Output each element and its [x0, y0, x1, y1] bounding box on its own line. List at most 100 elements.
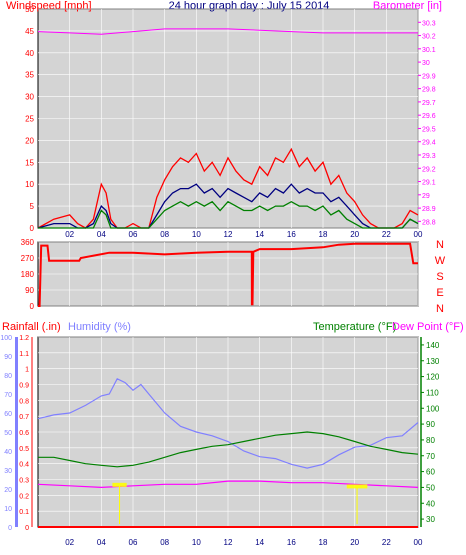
climate-x-tick-label: 02	[65, 538, 74, 547]
rainfall-y-tick-label: 1.2	[19, 335, 29, 342]
temperature-y-tick-label: 140	[426, 341, 440, 350]
direction-y-tick-label: 90	[25, 286, 34, 295]
rainfall-y-tick-label: 0.9	[19, 383, 29, 390]
barometer-y-tick-label: 29.8	[422, 87, 436, 94]
barometer-line	[37, 28, 418, 35]
humidity-line	[37, 378, 419, 469]
wind-y-ticks: 0 5 10 15 20 25 30 35 40 45 50	[25, 5, 34, 233]
barometer-y-tick-label: 30	[422, 60, 430, 67]
climate-x-tick-label: 20	[350, 538, 359, 547]
humidity-axis: 0 10 20 30 40 50 60 70 80 90 100	[0, 335, 18, 532]
barometer-y-tick-label: 29.2	[422, 166, 436, 173]
rainfall-y-tick-label: 0.3	[19, 478, 29, 485]
wind-label: Windspeed [mph]	[6, 0, 92, 12]
wind_low-line	[38, 200, 419, 229]
temperature-y-tick-label: 40	[426, 499, 435, 508]
humidity-label: Humidity (%)	[68, 321, 131, 333]
wind-y-tick-label: 45	[25, 27, 34, 36]
wind-series	[37, 28, 419, 229]
dewpoint-label: Dew Point (°F)	[392, 321, 464, 333]
temperature-y-tick-label: 50	[426, 483, 435, 492]
temperature-y-tick-label: 130	[426, 357, 440, 366]
solar-bar	[346, 484, 368, 489]
direction-y-tick-label: 360	[21, 238, 35, 247]
wind_avg-line	[37, 183, 419, 229]
humidity-axis-bar	[15, 337, 18, 527]
wind-y-tick-label: 15	[25, 158, 34, 167]
wind-y-tick-label: 35	[25, 71, 34, 80]
climate-x-tick-label: 18	[319, 538, 328, 547]
barometer-y-tick-label: 30.3	[422, 20, 436, 27]
temperature-y-tick-label: 80	[426, 436, 435, 445]
humidity-y-tick-label: 10	[4, 506, 12, 513]
temperature-y-tick-label: 120	[426, 373, 440, 382]
temperature-y-tick-label: 100	[426, 404, 440, 413]
wind-x-tick-label: 06	[129, 230, 138, 239]
wind-y-tick-label: 20	[25, 136, 34, 145]
temperature-line	[38, 431, 419, 468]
humidity-y-tick-label: 60	[4, 411, 12, 418]
temperature-axis: 30 40 50 60 70 80 90 100 110 120 130 140	[420, 337, 440, 527]
humidity-y-tick-label: 30	[4, 468, 12, 475]
direction-grid	[38, 241, 419, 307]
humidity-y-tick-label: 70	[4, 392, 12, 399]
barometer-label: Barometer [in]	[373, 0, 442, 12]
climate-x-tick-label: 00	[414, 538, 423, 547]
rainfall-y-tick-label: 0.6	[19, 430, 29, 437]
rainfall-y-tick-label: 1	[25, 367, 29, 374]
direction-y-ticks: 0 90 180 270 360	[21, 238, 35, 311]
rainfall-y-tick-label: 0.2	[19, 493, 29, 500]
climate-x-tick-label: 06	[129, 538, 138, 547]
rainfall-y-tick-label: 0.8	[19, 398, 29, 405]
barometer-y-tick-label: 28.9	[422, 206, 436, 213]
temperature-label: Temperature (°F)	[313, 321, 396, 333]
compass-label: S	[436, 271, 443, 283]
climate-x-tick-label: 12	[224, 538, 233, 547]
barometer-y-tick-label: 29.5	[422, 126, 436, 133]
wind-grid	[38, 8, 419, 229]
wind-y-tick-label: 30	[25, 93, 34, 102]
humidity-y-tick-label: 90	[4, 354, 12, 361]
rainfall-y-tick-label: 0.5	[19, 446, 29, 453]
wind-x-tick-label: 20	[350, 230, 359, 239]
temperature-y-tick-label: 60	[426, 468, 435, 477]
wind-x-tick-label: 02	[65, 230, 74, 239]
humidity-y-tick-label: 50	[4, 430, 12, 437]
direction-y-tick-label: 180	[21, 270, 35, 279]
wind-x-tick-label: 18	[319, 230, 328, 239]
rainfall-label: Rainfall (.in)	[2, 321, 61, 333]
temperature-y-tick-label: 30	[426, 515, 435, 524]
barometer-y-tick-label: 29.6	[422, 113, 436, 120]
humidity-y-tick-label: 100	[0, 335, 12, 342]
climate-series	[37, 378, 419, 528]
wind_gust-line	[37, 147, 419, 229]
direction-y-tick-label: 270	[21, 254, 35, 263]
barometer-y-tick-label: 28.8	[422, 219, 436, 226]
page-title: 24 hour graph day : July 15 2014	[169, 0, 330, 12]
climate-x-tick-label: 16	[287, 538, 296, 547]
solar-bar	[112, 482, 127, 487]
compass-label: N	[436, 239, 444, 251]
humidity-y-tick-label: 0	[8, 525, 12, 532]
rainfall-axis: 0 0.1 0.2 0.3 0.4 0.5 0.6 0.7 0.8 0.9 1 1.1 1.2	[19, 335, 33, 532]
wind-x-tick-label: 10	[192, 230, 201, 239]
wind-x-ticks: 02 04 06 08 10 12 14 16 18 20 22 00	[65, 230, 423, 239]
wind-y-tick-label: 10	[25, 180, 34, 189]
climate-x-tick-label: 22	[382, 538, 391, 547]
barometer-y-tick-label: 30.2	[422, 34, 436, 41]
wind-x-tick-label: 16	[287, 230, 296, 239]
barometer-y-ticks: 28.8 28.9 29 29.1 29.2 29.3 29.4 29.5 29.6 29.7 29…	[418, 20, 436, 226]
rainfall-y-tick-label: 1.1	[19, 351, 29, 358]
rainfall-y-tick-label: 0	[25, 525, 29, 532]
barometer-y-tick-label: 29.9	[422, 73, 436, 80]
wind-y-tick-label: 25	[25, 115, 34, 124]
wind-x-tick-label: 14	[255, 230, 264, 239]
direction-line	[38, 242, 418, 307]
compass-label: W	[435, 255, 446, 267]
humidity-y-tick-label: 20	[4, 487, 12, 494]
barometer-y-tick-label: 29.4	[422, 140, 436, 147]
wind-x-tick-label: 12	[224, 230, 233, 239]
panel-wind: Windspeed [mph] 24 hour graph day : July…	[6, 0, 442, 239]
